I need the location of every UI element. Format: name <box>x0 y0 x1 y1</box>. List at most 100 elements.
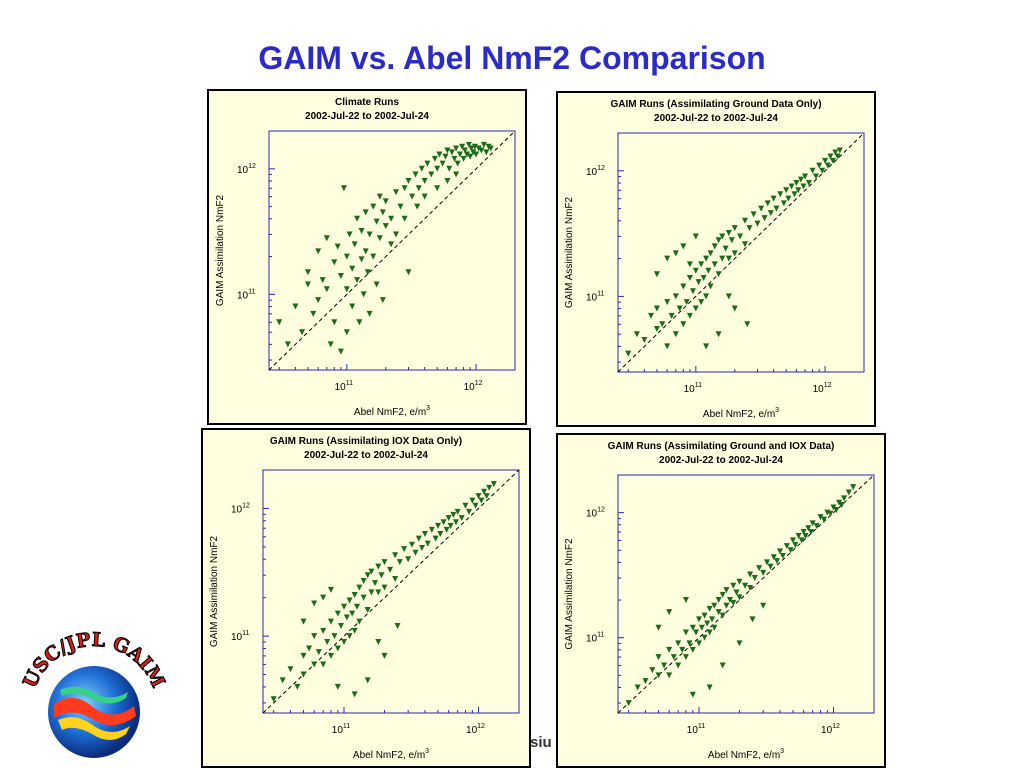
data-point <box>747 584 754 591</box>
data-point <box>370 253 377 260</box>
data-point <box>655 672 662 679</box>
data-point <box>832 149 839 156</box>
data-point <box>700 275 707 282</box>
data-point <box>741 241 748 248</box>
data-point <box>381 652 388 659</box>
data-point <box>725 293 732 300</box>
data-point <box>368 568 375 575</box>
data-point <box>701 634 708 641</box>
data-point <box>311 600 318 607</box>
data-point <box>414 203 421 210</box>
data-point <box>424 160 431 167</box>
scatter-plot-svg: Climate Runs 2002-Jul-22 to 2002-Jul-24 10… <box>215 97 516 418</box>
y-tick-label: 1012 <box>231 502 250 515</box>
data-point <box>760 569 767 576</box>
data-point <box>373 218 380 225</box>
data-point <box>306 645 313 652</box>
y-tick-label: 1012 <box>586 507 605 520</box>
data-point <box>795 187 802 194</box>
data-point <box>337 273 344 280</box>
data-point <box>666 646 673 653</box>
data-point <box>812 173 819 180</box>
data-point <box>334 645 341 652</box>
data-point <box>465 141 472 148</box>
data-point <box>388 215 395 222</box>
data-point <box>793 179 800 186</box>
data-point <box>723 587 730 594</box>
data-point <box>392 552 399 559</box>
data-point <box>641 336 648 343</box>
data-point <box>356 319 363 326</box>
data-point <box>686 275 693 282</box>
data-point <box>733 589 740 596</box>
data-point <box>680 283 687 290</box>
data-point <box>478 147 485 154</box>
data-point <box>351 591 358 598</box>
data-point <box>340 638 347 645</box>
data-point <box>468 145 475 152</box>
data-point <box>655 654 662 661</box>
data-point <box>434 165 441 172</box>
data-point <box>364 607 371 614</box>
plot-frame <box>617 474 875 714</box>
data-point <box>442 153 449 160</box>
reference-line <box>262 469 520 714</box>
data-point <box>392 189 399 196</box>
data-point <box>448 149 455 156</box>
data-point <box>320 661 327 668</box>
data-point <box>405 269 412 276</box>
data-point <box>719 255 726 262</box>
data-point <box>480 141 487 148</box>
data-point <box>664 299 671 306</box>
data-point <box>294 683 301 690</box>
chart-panel-ground: GAIM Runs (Assimilating Ground Data Only… <box>556 91 876 427</box>
data-point <box>845 489 852 496</box>
data-point <box>642 678 649 685</box>
data-point <box>447 522 454 529</box>
data-point <box>315 248 322 255</box>
data-point <box>719 662 726 669</box>
data-point <box>453 145 460 152</box>
data-point <box>816 162 823 169</box>
data-point <box>715 597 722 604</box>
data-point <box>682 654 689 661</box>
data-point <box>829 157 836 164</box>
data-point <box>683 299 690 306</box>
data-point <box>421 531 428 538</box>
data-point <box>356 618 363 625</box>
data-point <box>682 597 689 604</box>
data-point <box>319 277 326 284</box>
data-point <box>450 511 457 518</box>
data-point <box>741 217 748 224</box>
data-point <box>478 497 485 504</box>
data-point <box>475 145 482 152</box>
chart-title: GAIM Runs (Assimilating IOX Data Only) <box>270 436 462 447</box>
data-point <box>805 179 812 186</box>
y-axis-label: GAIM Assimilation NmF2 <box>564 538 575 650</box>
data-point <box>698 261 705 268</box>
data-point <box>704 620 711 627</box>
data-point <box>764 200 771 207</box>
data-point <box>763 559 770 566</box>
data-point <box>358 256 365 263</box>
chart-subtitle: 2002-Jul-22 to 2002-Jul-24 <box>305 111 429 122</box>
data-point <box>453 171 460 178</box>
data-point <box>334 610 341 617</box>
data-point <box>792 542 799 549</box>
data-point <box>633 331 640 338</box>
data-point <box>270 696 277 703</box>
y-tick-label: 1012 <box>237 163 256 176</box>
data-point <box>736 640 743 647</box>
x-tick-label: 1011 <box>335 380 353 393</box>
data-point <box>625 350 632 357</box>
data-point <box>655 624 662 631</box>
x-tick-label: 1011 <box>684 382 702 395</box>
data-point <box>736 578 743 585</box>
y-tick-label: 1012 <box>586 165 605 178</box>
data-point <box>664 343 671 350</box>
data-point <box>682 629 689 636</box>
data-point <box>440 519 447 526</box>
plot-frame <box>268 130 516 371</box>
data-point <box>490 481 497 488</box>
data-point <box>653 271 660 278</box>
